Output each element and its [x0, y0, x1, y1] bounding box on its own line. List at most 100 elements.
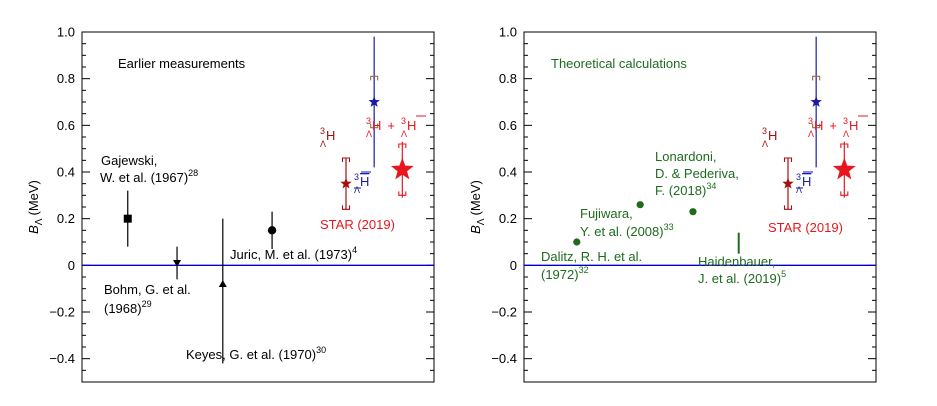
- label-fujiwara-ref: 33: [664, 222, 674, 232]
- y-tick-label: 0.4: [499, 165, 517, 180]
- circle-marker: [636, 201, 644, 209]
- panel-earlier-measurements: −0.4 −0.2 0 0.2 0.4 0.6 0.8 1.0 Earlier measure…: [26, 25, 435, 383]
- triangle-up-marker: [218, 280, 227, 287]
- label-keyes-ref: 30: [316, 345, 326, 355]
- label-antihypertriton: 3 ΛH: [354, 172, 369, 195]
- systematic-bracket: [370, 123, 379, 129]
- star-marker: [810, 96, 822, 107]
- label-dalitz-ref: 32: [579, 265, 589, 275]
- label-hypertriton: 3 ΛH: [762, 126, 777, 149]
- label-antihypertriton: 3 ΛH: [796, 172, 811, 195]
- label-lonardoni-line2: D. & Pederiva,: [655, 166, 739, 181]
- label-dalitz-text: (1972): [541, 267, 579, 282]
- ylabel-symbol: B: [26, 225, 41, 234]
- systematic-bracket: [840, 191, 849, 196]
- y-tick-label: 0.4: [57, 165, 75, 180]
- ylabel-unit: (MeV): [26, 180, 41, 215]
- ylabel-subscript: Λ: [476, 218, 487, 225]
- label-star-2019: STAR (2019): [768, 220, 843, 235]
- square-marker: [123, 214, 132, 223]
- systematic-bracket: [812, 123, 821, 129]
- systematic-bracket: [341, 157, 351, 162]
- label-lonardoni-text: F. (2018): [655, 183, 706, 198]
- label-bohm-ref: 29: [142, 299, 152, 309]
- systematic-bracket: [398, 143, 407, 148]
- label-lonardoni-line3: F. (2018)34: [655, 181, 716, 198]
- data-point: [218, 218, 227, 364]
- y-axis-label: BΛ (MeV): [26, 180, 45, 234]
- label-haidenbauer-text: J. et al. (2019): [698, 271, 781, 286]
- data-marks: [82, 36, 434, 364]
- y-tick-label: 0.2: [57, 211, 75, 226]
- label-juric-ref: 4: [352, 245, 357, 255]
- large-star-marker: [390, 157, 414, 180]
- ylabel-unit: (MeV): [468, 180, 483, 215]
- ylabel-symbol: B: [468, 225, 483, 234]
- y-tick-label: 1.0: [57, 25, 75, 40]
- label-gajewski-text: W. et al. (1967): [100, 170, 188, 185]
- y-tick-label: 0.8: [57, 71, 75, 86]
- y-tick-label: −0.4: [491, 351, 517, 366]
- data-point: [390, 141, 414, 198]
- data-point: [267, 211, 277, 249]
- data-point: [810, 36, 822, 168]
- label-combined: 3 ΛH +3 ΛH: [366, 116, 416, 139]
- y-tick-label: 0.8: [499, 71, 517, 86]
- label-star-2019: STAR (2019): [320, 217, 395, 232]
- star-marker: [368, 96, 380, 107]
- label-bohm-text: (1968): [104, 301, 142, 316]
- label-juric: Juric, M. et al. (1973)4: [230, 245, 357, 262]
- label-gajewski-line2: W. et al. (1967)28: [100, 168, 198, 185]
- label-fujiwara-line2: Y. et al. (2008)33: [580, 222, 674, 239]
- data-point: [368, 36, 380, 168]
- data-point: [689, 208, 697, 216]
- y-tick-label: 1.0: [499, 25, 517, 40]
- y-tick-label: −0.2: [49, 305, 75, 320]
- data-point: [636, 201, 644, 209]
- y-tick-label: 0: [68, 258, 75, 273]
- label-keyes: Keyes, G. et al. (1970)30: [186, 345, 326, 362]
- label-bohm-line1: Bohm, G. et al.: [104, 282, 191, 297]
- data-point: [573, 238, 581, 246]
- y-tick-label: 0.6: [499, 118, 517, 133]
- label-keyes-text: Keyes, G. et al. (1970): [186, 347, 316, 362]
- y-tick-label: −0.2: [491, 305, 517, 320]
- data-point: [123, 190, 132, 247]
- circle-marker: [573, 238, 581, 246]
- label-haidenbauer-line1: Haidenbauer,: [698, 254, 775, 269]
- plot-frame: [81, 31, 435, 383]
- label-fujiwara-text: Y. et al. (2008): [580, 224, 664, 239]
- label-juric-text: Juric, M. et al. (1973): [230, 247, 352, 262]
- label-dalitz-line2: (1972)32: [541, 265, 589, 282]
- label-haidenbauer-ref: 5: [781, 269, 786, 279]
- label-dalitz-line1: Dalitz, R. H. et al.: [541, 249, 642, 264]
- systematic-bracket: [783, 205, 793, 210]
- systematic-bracket: [398, 191, 407, 196]
- data-point: [173, 246, 182, 280]
- svg-text:BΛ(MeV): BΛ (MeV): [468, 180, 487, 234]
- label-lonardoni-line1: Lonardoni,: [655, 149, 716, 164]
- data-point: [340, 157, 352, 210]
- label-hypertriton: 3 ΛH: [320, 126, 335, 149]
- systematic-bracket: [840, 143, 849, 148]
- label-lonardoni-ref: 34: [706, 181, 716, 191]
- y-axis: −0.4 −0.2 0 0.2 0.4 0.6 0.8 1.0: [491, 25, 876, 383]
- label-combined: 3 ΛH +3 ΛH: [808, 116, 858, 139]
- label-fujiwara-line1: Fujiwara,: [580, 206, 633, 221]
- data-point: [782, 157, 794, 210]
- y-tick-label: 0: [510, 258, 517, 273]
- systematic-bracket: [812, 75, 821, 81]
- systematic-bracket: [341, 205, 351, 210]
- y-axis: −0.4 −0.2 0 0.2 0.4 0.6 0.8 1.0: [49, 25, 434, 383]
- triangle-down-marker: [173, 260, 182, 267]
- systematic-bracket: [783, 157, 793, 162]
- data-point: [832, 141, 856, 198]
- panel-title: Earlier measurements: [118, 56, 246, 71]
- data-marks: [524, 36, 876, 266]
- ylabel-subscript: Λ: [34, 218, 45, 225]
- label-haidenbauer-line2: J. et al. (2019)5: [698, 269, 786, 286]
- y-axis-label: BΛ (MeV): [468, 180, 487, 234]
- star-marker: [340, 177, 352, 189]
- large-star-marker: [832, 157, 856, 180]
